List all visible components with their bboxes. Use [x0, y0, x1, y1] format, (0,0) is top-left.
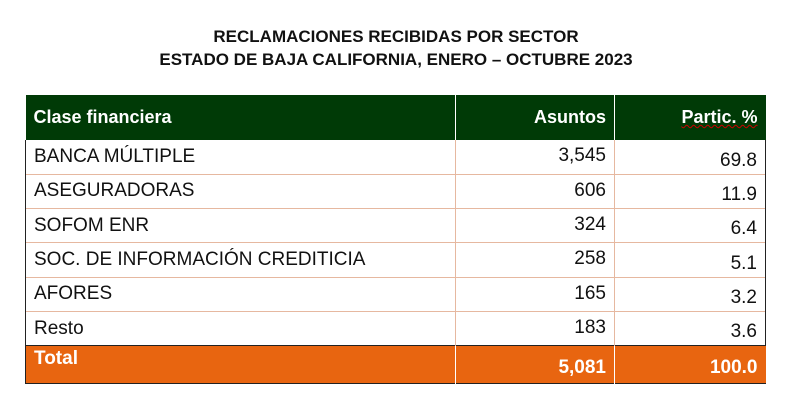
header-clase: Clase financiera [33, 107, 172, 127]
table-row: Resto 183 3.6 [25, 311, 766, 346]
total-label: Total [25, 345, 456, 384]
table-row: ASEGURADORAS 606 11.9 [25, 174, 766, 209]
cell-clase: SOFOM ENR [25, 208, 456, 243]
title-line-2: ESTADO DE BAJA CALIFORNIA, ENERO – OCTUB… [159, 50, 633, 69]
cell-clase: Resto [25, 311, 456, 346]
cell-asuntos: 165 [455, 277, 615, 312]
table-row: SOFOM ENR 324 6.4 [25, 208, 766, 243]
cell-asuntos: 183 [455, 311, 615, 346]
total-partic: 100.0 [614, 345, 766, 384]
cell-partic: 5.1 [614, 242, 766, 278]
total-row: Total 5,081 100.0 [25, 345, 766, 384]
cell-asuntos: 324 [455, 208, 615, 243]
cell-partic: 3.6 [614, 311, 766, 346]
header-partic: Partic. % [614, 95, 766, 140]
cell-clase: ASEGURADORAS [25, 174, 456, 209]
total-asuntos: 5,081 [455, 345, 615, 384]
table-header-row: Clase financiera Asuntos Partic. % [25, 95, 766, 140]
cell-asuntos: 606 [455, 174, 615, 209]
cell-partic: 3.2 [614, 277, 766, 312]
header-asuntos: Asuntos [455, 95, 615, 140]
claims-table: Clase financiera Asuntos Partic. % BANCA… [25, 95, 766, 384]
table-row: SOC. DE INFORMACIÓN CREDITICIA 258 5.1 [25, 242, 766, 278]
cell-partic: 69.8 [614, 140, 766, 175]
cell-partic: 11.9 [614, 174, 766, 209]
cell-asuntos: 258 [455, 242, 615, 278]
cell-asuntos: 3,545 [455, 140, 615, 175]
cell-clase: AFORES [25, 277, 456, 312]
cell-clase: SOC. DE INFORMACIÓN CREDITICIA [25, 242, 456, 278]
cell-clase: BANCA MÚLTIPLE [25, 140, 456, 175]
title-line-1: RECLAMACIONES RECIBIDAS POR SECTOR [213, 27, 579, 46]
cell-partic: 6.4 [614, 208, 766, 243]
table-row: AFORES 165 3.2 [25, 277, 766, 312]
table-row: BANCA MÚLTIPLE 3,545 69.8 [25, 140, 766, 175]
